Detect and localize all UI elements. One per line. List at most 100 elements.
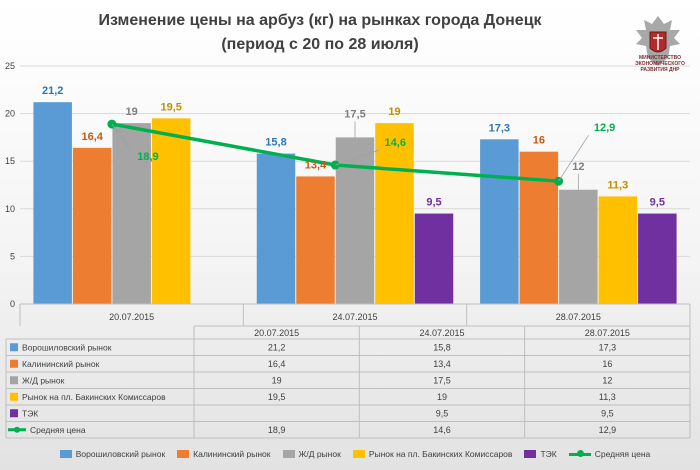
line-label-leader: [558, 134, 589, 182]
legend-item: ТЭК: [524, 449, 557, 459]
line-data-label: 18,9: [137, 151, 158, 163]
bar: [638, 213, 677, 304]
chart-title-line2: (период с 20 по 28 июля): [221, 36, 419, 53]
bar-data-label: 17,5: [344, 108, 365, 120]
table-legend-swatch: [10, 359, 18, 368]
bar-data-label: 21,2: [42, 85, 63, 97]
bar-data-label: 15,8: [265, 137, 286, 149]
table-cell: 13,4: [433, 359, 451, 369]
table-cell: 16,4: [268, 359, 286, 369]
x-tick-label: 24.07.2015: [332, 312, 377, 322]
table-cell: 12,9: [599, 425, 617, 435]
bar: [112, 123, 151, 305]
legend-item: Рынок на пл. Бакинских Комиссаров: [352, 449, 513, 459]
legend-swatch: [177, 450, 190, 458]
legend-swatch: [59, 450, 72, 458]
bar: [559, 189, 598, 304]
table-cell: 14,6: [433, 425, 451, 435]
table-cell: 21,2: [268, 342, 286, 352]
bar-data-label: 11,3: [607, 179, 628, 191]
logo-text-line1: МИНИСТЕРСТВО: [639, 55, 681, 61]
bar-data-label: 9,5: [426, 197, 441, 209]
table-header-cell: 24.07.2015: [419, 328, 464, 338]
bar: [414, 213, 454, 304]
x-tick-label: 20.07.2015: [109, 312, 154, 322]
bar: [375, 123, 414, 305]
table-legend-swatch: [10, 409, 18, 418]
table-row-label: ТЭК: [22, 408, 38, 418]
legend-swatch: [524, 450, 537, 458]
legend-label: Ворошиловский рынок: [75, 449, 166, 459]
table-row-label: Рынок на пл. Бакинских Комиссаров: [22, 392, 166, 402]
bar-data-label: 17,3: [489, 122, 510, 134]
line-data-label: 14,6: [385, 137, 406, 149]
legend-item: Средняя цена: [568, 449, 651, 459]
legend-swatch: [282, 450, 295, 458]
legend-label: Средняя цена: [594, 449, 651, 459]
table-cell: 19,5: [268, 392, 286, 402]
table-row-label: Калининский рынок: [22, 359, 100, 369]
table-cell: 19: [272, 375, 282, 385]
table-legend-swatch: [10, 376, 18, 385]
table-row-label: Средняя цена: [30, 425, 86, 435]
bar: [335, 137, 375, 304]
y-tick-label: 15: [5, 156, 15, 166]
coat-of-arms-logo: [636, 16, 680, 66]
bar: [33, 102, 72, 305]
bar: [519, 151, 559, 304]
legend-item: Калининский рынок: [177, 449, 271, 459]
legend-label: Рынок на пл. Бакинских Комиссаров: [368, 449, 513, 459]
bar: [256, 153, 296, 304]
bar-data-label: 16: [533, 135, 545, 147]
table-legend-point: [14, 426, 20, 433]
x-tick-label: 28.07.2015: [556, 312, 601, 322]
chart-legend: Ворошиловский рынок Калининский рынок Ж/Д …: [20, 449, 690, 459]
line-label-leader: [111, 123, 133, 153]
bar-data-label: 19: [388, 106, 400, 118]
table-cell: 18,9: [268, 425, 286, 435]
bar-data-label: 19: [126, 106, 138, 118]
table-header-cell: 20.07.2015: [254, 328, 299, 338]
logo-text-line3: РАЗВИТИЯ ДНР: [640, 67, 680, 73]
line-data-label: 12,9: [594, 122, 615, 134]
bar: [151, 118, 191, 304]
table-row-label: Ворошиловский рынок: [22, 342, 112, 352]
table-header-cell: 28.07.2015: [585, 328, 630, 338]
table-cell: 9,5: [436, 408, 449, 418]
table-cell: 17,5: [433, 375, 451, 385]
table-cell: 11,3: [599, 392, 616, 402]
average-price-point: [107, 119, 117, 129]
y-tick-label: 25: [5, 61, 15, 71]
y-tick-label: 10: [5, 204, 15, 214]
bar: [296, 176, 335, 304]
legend-label: Калининский рынок: [193, 449, 271, 459]
bar-data-label: 9,5: [650, 197, 665, 209]
legend-line-marker: [568, 450, 591, 457]
bar-data-label: 16,4: [81, 131, 103, 143]
chart-title-line1: Изменение цены на арбуз (кг) на рынках г…: [98, 12, 542, 29]
y-tick-label: 0: [10, 299, 15, 309]
table-cell: 9,5: [601, 408, 614, 418]
bar-data-label: 12: [572, 161, 584, 173]
table-row-label: Ж/Д рынок: [22, 375, 65, 385]
table-cell: 19: [437, 392, 447, 402]
legend-item: Ворошиловский рынок: [59, 449, 166, 459]
y-tick-label: 5: [10, 251, 15, 261]
table-legend-swatch: [10, 343, 18, 352]
table-cell: 16: [602, 359, 612, 369]
line-label-leader: [335, 149, 380, 166]
bar: [598, 196, 638, 304]
table-cell: 17,3: [599, 342, 617, 352]
table-cell: 12: [602, 375, 612, 385]
legend-label: Ж/Д рынок: [298, 449, 341, 459]
logo-text-line2: ЭКОНОМИЧЕСКОГО: [635, 61, 685, 67]
bar: [480, 139, 519, 304]
table-legend-swatch: [10, 392, 18, 401]
bar-data-label: 19,5: [160, 101, 181, 113]
y-tick-label: 20: [5, 109, 15, 119]
bar-data-label: 13,4: [305, 159, 327, 171]
legend-label: ТЭК: [540, 449, 557, 459]
bar: [72, 147, 112, 304]
legend-swatch: [352, 450, 365, 458]
